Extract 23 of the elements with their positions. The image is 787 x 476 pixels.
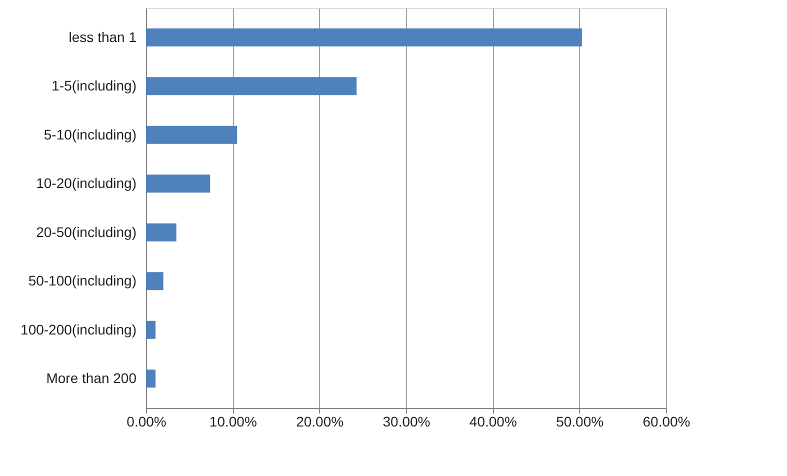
x-tick-label: 50.00% bbox=[556, 414, 604, 430]
y-tick-label: 1-5(including) bbox=[52, 78, 136, 94]
bar bbox=[146, 320, 156, 339]
x-tick-label: 20.00% bbox=[296, 414, 344, 430]
bar bbox=[146, 174, 210, 193]
bar bbox=[146, 77, 357, 96]
y-tick-label: less than 1 bbox=[68, 28, 137, 45]
y-tick-label: More than 200 bbox=[46, 370, 137, 386]
bar bbox=[146, 223, 176, 242]
bar bbox=[146, 126, 237, 144]
x-tick-label: 10.00% bbox=[209, 414, 257, 430]
y-tick-label: 20-50(including) bbox=[36, 224, 136, 240]
bar bbox=[146, 370, 156, 388]
x-tick-label: 60.00% bbox=[642, 414, 690, 430]
x-tick-label: 0.00% bbox=[126, 414, 166, 430]
y-tick-label: 50-100(including) bbox=[28, 272, 136, 289]
x-tick-label: 40.00% bbox=[469, 414, 517, 430]
y-tick-label: 5-10(including) bbox=[44, 126, 136, 142]
y-tick-label: 10-20(including) bbox=[36, 175, 136, 192]
bar bbox=[146, 28, 582, 46]
bar bbox=[146, 272, 164, 290]
y-tick-label: 100-200(including) bbox=[20, 321, 136, 338]
x-tick-label: 30.00% bbox=[382, 414, 430, 430]
